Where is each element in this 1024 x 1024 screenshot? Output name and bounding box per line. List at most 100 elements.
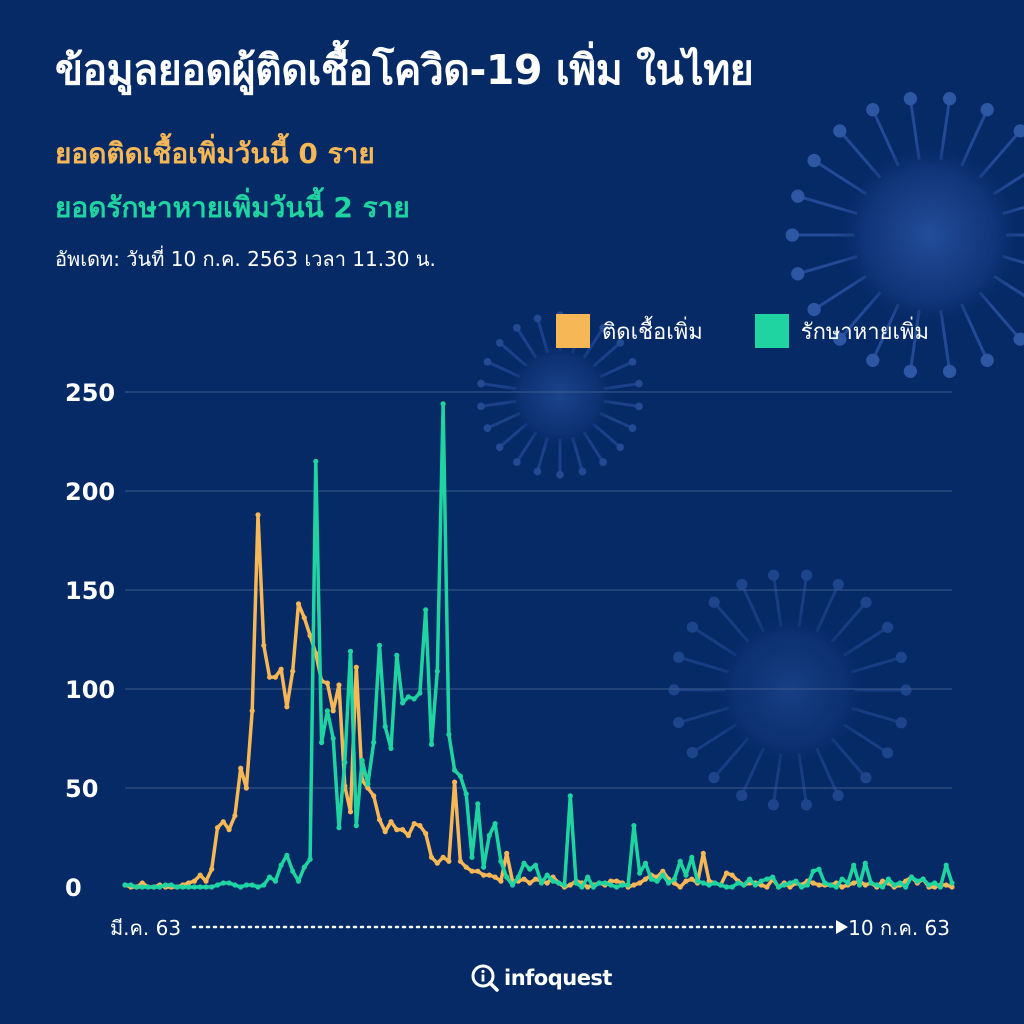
data-point bbox=[457, 773, 463, 779]
data-point bbox=[700, 880, 706, 886]
chart-legend: ติดเชื้อเพิ่ม รักษาหายเพิ่ม bbox=[556, 313, 981, 349]
data-point bbox=[162, 882, 169, 888]
data-point bbox=[868, 880, 874, 886]
data-point bbox=[347, 809, 354, 815]
data-point bbox=[666, 880, 672, 886]
data-point bbox=[787, 880, 793, 886]
data-point bbox=[168, 882, 174, 888]
data-point bbox=[342, 759, 348, 765]
data-point bbox=[706, 878, 712, 884]
data-point bbox=[758, 878, 764, 884]
data-point bbox=[816, 882, 822, 888]
data-point bbox=[619, 882, 626, 888]
data-point bbox=[197, 872, 203, 878]
data-point bbox=[781, 882, 787, 888]
data-point bbox=[544, 880, 550, 886]
data-point bbox=[336, 825, 342, 831]
data-point bbox=[446, 858, 452, 864]
data-point bbox=[226, 827, 232, 833]
data-point bbox=[631, 823, 637, 829]
data-point bbox=[660, 868, 666, 874]
data-point bbox=[134, 884, 140, 890]
data-point bbox=[128, 882, 134, 888]
data-point bbox=[220, 880, 226, 886]
data-point bbox=[382, 829, 388, 835]
data-point bbox=[845, 880, 851, 886]
data-point bbox=[856, 882, 863, 888]
data-point bbox=[440, 401, 446, 407]
data-point bbox=[810, 880, 816, 886]
data-point bbox=[567, 882, 573, 888]
data-point bbox=[533, 862, 539, 868]
data-point bbox=[301, 864, 307, 870]
data-point bbox=[839, 876, 845, 882]
data-point bbox=[238, 765, 244, 771]
data-point bbox=[486, 832, 492, 839]
data-point bbox=[481, 872, 487, 878]
data-point bbox=[614, 878, 620, 884]
data-point bbox=[660, 872, 666, 878]
data-point bbox=[475, 801, 481, 807]
data-point bbox=[446, 731, 452, 738]
data-point bbox=[729, 884, 735, 890]
data-point bbox=[267, 874, 273, 880]
data-point bbox=[278, 862, 284, 868]
data-point bbox=[249, 882, 255, 888]
data-point bbox=[359, 757, 365, 763]
data-point bbox=[527, 866, 533, 872]
data-point bbox=[700, 850, 706, 856]
data-point bbox=[723, 870, 730, 876]
data-point bbox=[833, 884, 839, 890]
data-point bbox=[180, 884, 186, 890]
data-point bbox=[787, 884, 793, 890]
info-magnifier-icon bbox=[471, 964, 499, 992]
data-point bbox=[382, 724, 388, 730]
data-point bbox=[463, 864, 469, 870]
data-point bbox=[949, 880, 955, 886]
data-point bbox=[394, 652, 400, 658]
data-point bbox=[214, 825, 221, 831]
data-point bbox=[585, 884, 591, 890]
data-point bbox=[706, 882, 712, 888]
data-point bbox=[735, 880, 741, 886]
data-point bbox=[677, 858, 683, 864]
data-point bbox=[139, 884, 145, 890]
data-point bbox=[683, 878, 689, 884]
data-point bbox=[371, 739, 377, 746]
data-point bbox=[243, 785, 249, 791]
data-point bbox=[157, 884, 163, 890]
data-point bbox=[428, 854, 435, 860]
data-point bbox=[411, 696, 417, 702]
x-start-label: มี.ค. 63 bbox=[110, 916, 181, 940]
logo-text: infoquest bbox=[504, 966, 612, 990]
data-point bbox=[261, 642, 267, 649]
data-point bbox=[376, 817, 383, 823]
data-point bbox=[272, 878, 278, 884]
series-line bbox=[124, 513, 953, 889]
data-point bbox=[209, 884, 215, 890]
data-point bbox=[203, 878, 209, 884]
data-point bbox=[220, 819, 226, 825]
data-point bbox=[324, 708, 330, 714]
data-point bbox=[261, 882, 267, 888]
data-point bbox=[469, 854, 475, 860]
data-point bbox=[388, 819, 394, 825]
data-point bbox=[631, 882, 637, 888]
data-point bbox=[544, 872, 550, 878]
data-point bbox=[775, 884, 782, 890]
y-tick-label: 100 bbox=[65, 676, 115, 704]
data-point bbox=[469, 868, 475, 874]
data-point bbox=[683, 872, 689, 878]
data-point bbox=[481, 864, 487, 870]
data-point bbox=[799, 884, 805, 890]
data-point bbox=[747, 876, 753, 882]
data-point bbox=[920, 876, 926, 882]
data-point bbox=[556, 880, 562, 886]
data-point bbox=[232, 882, 238, 888]
data-point bbox=[949, 884, 955, 890]
data-point bbox=[203, 884, 209, 890]
data-point bbox=[122, 882, 128, 888]
data-point bbox=[677, 884, 683, 890]
data-point bbox=[376, 642, 383, 649]
y-tick-label: 250 bbox=[65, 379, 115, 407]
